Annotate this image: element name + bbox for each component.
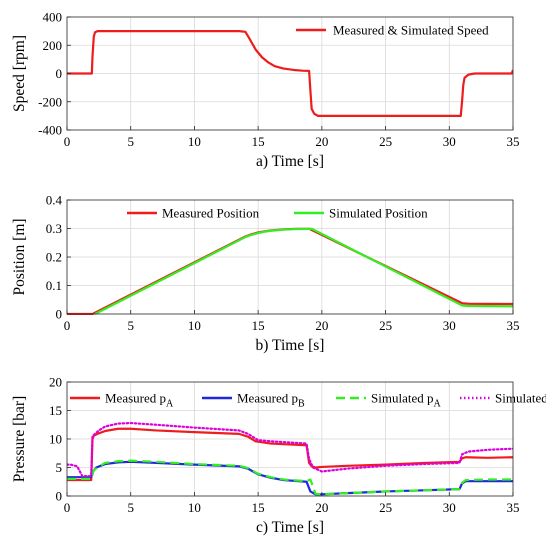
x-axis-label: b) Time [s] — [256, 337, 325, 354]
x-tick-label: 5 — [127, 318, 134, 333]
y-tick-label: 0 — [56, 307, 63, 322]
legend-label: Simulated pA — [371, 391, 441, 410]
x-tick-label: 20 — [315, 500, 328, 515]
legend-label: Measured pA — [105, 391, 174, 410]
x-tick-label: 20 — [315, 318, 328, 333]
y-axis-label: Pressure [bar] — [11, 396, 28, 483]
series-line-measured-pa — [67, 427, 513, 482]
y-tick-label: 0 — [56, 489, 63, 504]
x-tick-label: 25 — [379, 318, 392, 333]
x-tick-label: 20 — [315, 134, 328, 149]
series-line-simulated-position — [94, 227, 513, 315]
y-tick-label: -200 — [38, 94, 62, 109]
x-tick-label: 15 — [252, 134, 265, 149]
chart-speed: 0 5 10 15 20 25 30 35 -400 -200 0 200 400 a) Time [s]… — [11, 10, 520, 171]
legend-label: Simulated Position — [329, 206, 428, 221]
x-axis-label: c) Time [s] — [256, 519, 324, 536]
y-axis-label: Position [m] — [11, 218, 28, 295]
x-axis-label: a) Time [s] — [256, 153, 324, 170]
chart-pressure: 0 5 10 15 20 25 30 35 0 5 10 15 20 c) Time [s] Pressur… — [11, 375, 546, 537]
x-tick-label: 35 — [507, 318, 520, 333]
y-tick-label: 15 — [49, 403, 62, 418]
y-tick-label: 0 — [56, 66, 63, 81]
x-tick-label: 0 — [64, 318, 71, 333]
x-tick-label: 25 — [379, 500, 392, 515]
chart-position: 0 5 10 15 20 25 30 35 0 0.1 0.2 0.3 0.4 b) Time [s] Po… — [11, 193, 520, 355]
legend-label: Measured Position — [162, 206, 260, 221]
y-tick-label: 0.3 — [46, 221, 62, 236]
x-tick-label: 30 — [443, 134, 456, 149]
legend: Measured pA Measured pB Simulated pA Simula… — [70, 391, 546, 410]
x-tick-label: 30 — [443, 318, 456, 333]
y-tick-label: 0.1 — [46, 278, 62, 293]
x-tick-label: 15 — [252, 318, 265, 333]
x-tick-label: 25 — [379, 134, 392, 149]
x-tick-label: 10 — [188, 318, 201, 333]
series-line-simulated-pb — [67, 421, 513, 478]
x-tick-label: 5 — [127, 500, 134, 515]
y-tick-label: 200 — [43, 38, 63, 53]
x-tick-label: 10 — [188, 134, 201, 149]
series-group — [67, 30, 513, 117]
x-tick-label: 0 — [64, 500, 71, 515]
x-tick-label: 0 — [64, 134, 71, 149]
legend-label: Simulated pB — [495, 391, 546, 410]
x-tick-label: 35 — [507, 134, 520, 149]
x-tick-label: 15 — [252, 500, 265, 515]
legend-label: Measured & Simulated Speed — [333, 23, 489, 38]
x-tick-label: 35 — [507, 500, 520, 515]
series-line-measured-simulated-speed — [67, 30, 513, 117]
y-tick-label: 400 — [43, 10, 63, 25]
series-line-simulated-pa — [67, 459, 513, 496]
y-tick-label: 5 — [56, 460, 63, 475]
y-tick-label: 0.4 — [46, 193, 63, 208]
x-tick-label: 5 — [127, 134, 134, 149]
y-tick-label: 0.2 — [46, 250, 62, 265]
series-group — [67, 227, 513, 315]
series-group — [67, 421, 513, 496]
x-tick-label: 30 — [443, 500, 456, 515]
y-tick-label: -400 — [38, 123, 62, 138]
x-tick-label: 10 — [188, 500, 201, 515]
legend-label: Measured pB — [237, 391, 305, 410]
y-axis-label: Speed [rpm] — [11, 35, 28, 112]
y-tick-label: 10 — [49, 432, 62, 447]
legend: Measured Position Simulated Position — [127, 206, 428, 221]
legend: Measured & Simulated Speed — [296, 23, 489, 38]
y-tick-label: 20 — [49, 375, 62, 390]
